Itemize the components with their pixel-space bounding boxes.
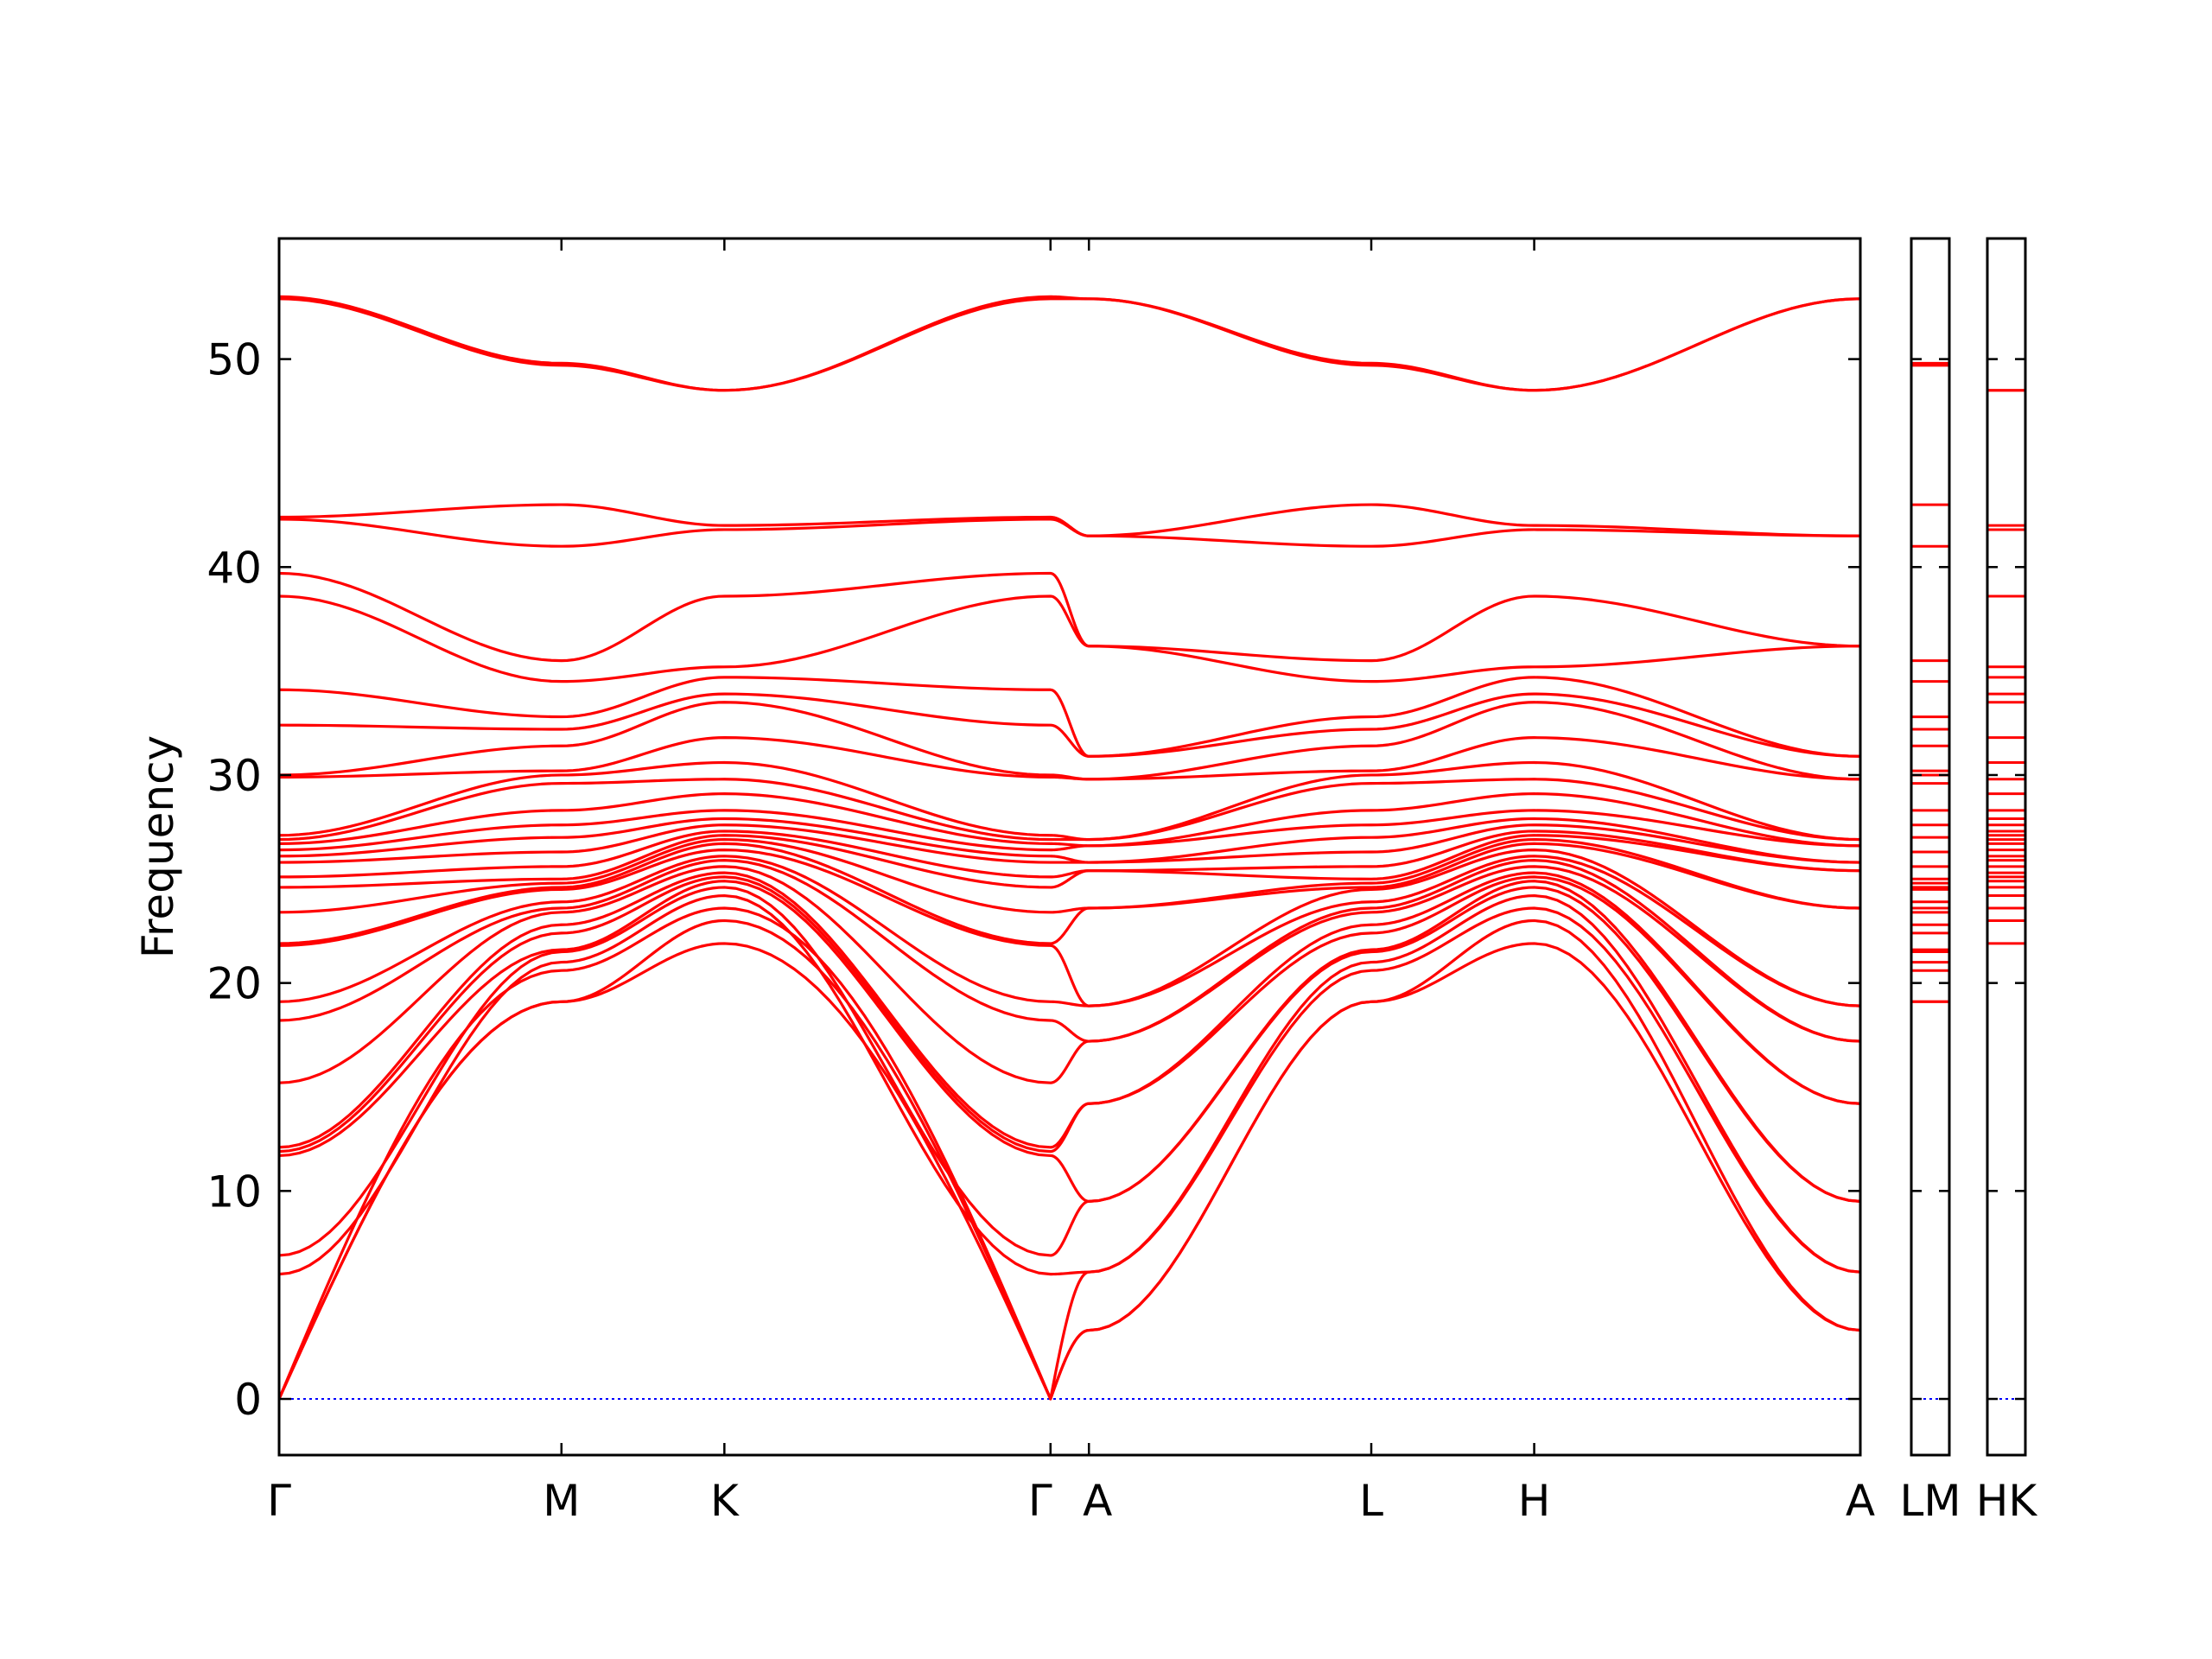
bands-layer bbox=[279, 295, 1860, 1401]
band-line-28 bbox=[279, 571, 1860, 663]
y-tick-label-20: 20 bbox=[207, 959, 262, 1009]
band-line-32 bbox=[279, 295, 1860, 392]
band-line-22 bbox=[279, 760, 1860, 842]
band-line-10 bbox=[279, 859, 1860, 1043]
x-tick-label-7: A bbox=[1846, 1476, 1875, 1526]
y-tick-label-0: 0 bbox=[234, 1375, 262, 1425]
band-line-30 bbox=[279, 503, 1860, 537]
y-tick-label-50: 50 bbox=[207, 335, 262, 385]
side-panel-lm-frame bbox=[1910, 237, 1951, 1457]
x-tick-label-1: M bbox=[543, 1476, 580, 1526]
x-tick-label-0: Γ bbox=[267, 1476, 291, 1526]
band-line-18 bbox=[279, 817, 1860, 864]
band-line-20 bbox=[279, 792, 1860, 848]
axes-layer bbox=[277, 237, 1862, 1457]
plot-frame bbox=[277, 237, 1862, 1457]
band-line-1 bbox=[279, 942, 1860, 1401]
side-panels-layer: LM HK bbox=[1900, 237, 2038, 1526]
band-line-31 bbox=[279, 297, 1860, 392]
y-tick-label-10: 10 bbox=[207, 1166, 262, 1217]
band-line-17 bbox=[279, 823, 1860, 864]
band-line-2 bbox=[279, 918, 1860, 1401]
band-line-16 bbox=[279, 830, 1860, 879]
band-line-14 bbox=[279, 837, 1860, 914]
band-line-11 bbox=[279, 855, 1860, 1007]
x-tick-label-6: H bbox=[1518, 1476, 1551, 1526]
band-line-6 bbox=[279, 880, 1860, 1203]
x-tick-label-2: K bbox=[710, 1476, 740, 1526]
x-tick-label-3: Γ bbox=[1028, 1476, 1052, 1526]
band-line-21 bbox=[279, 778, 1860, 842]
band-line-27 bbox=[279, 594, 1860, 683]
band-line-19 bbox=[279, 809, 1860, 852]
band-line-25 bbox=[279, 692, 1860, 758]
y-axis-label: Frequency bbox=[133, 735, 183, 958]
side-panel-lm-label: LM bbox=[1900, 1476, 1961, 1526]
band-line-4 bbox=[279, 893, 1860, 1276]
band-line-23 bbox=[279, 736, 1860, 781]
band-line-15 bbox=[279, 834, 1860, 889]
x-tick-label-5: L bbox=[1359, 1476, 1383, 1526]
band-line-29 bbox=[279, 518, 1860, 548]
band-line-12 bbox=[279, 849, 1860, 1007]
band-line-26 bbox=[279, 676, 1860, 758]
band-line-13 bbox=[279, 842, 1860, 945]
x-tick-label-4: A bbox=[1083, 1476, 1112, 1526]
band-line-8 bbox=[279, 871, 1860, 1149]
y-tick-label-40: 40 bbox=[207, 543, 262, 593]
band-line-24 bbox=[279, 701, 1860, 781]
band-line-9 bbox=[279, 865, 1860, 1084]
band-line-3 bbox=[279, 906, 1860, 1401]
side-panel-hk-frame bbox=[1986, 237, 2027, 1457]
band-line-5 bbox=[279, 886, 1860, 1257]
side-panel-hk-label: HK bbox=[1976, 1476, 2038, 1526]
y-tick-label-30: 30 bbox=[207, 751, 262, 801]
